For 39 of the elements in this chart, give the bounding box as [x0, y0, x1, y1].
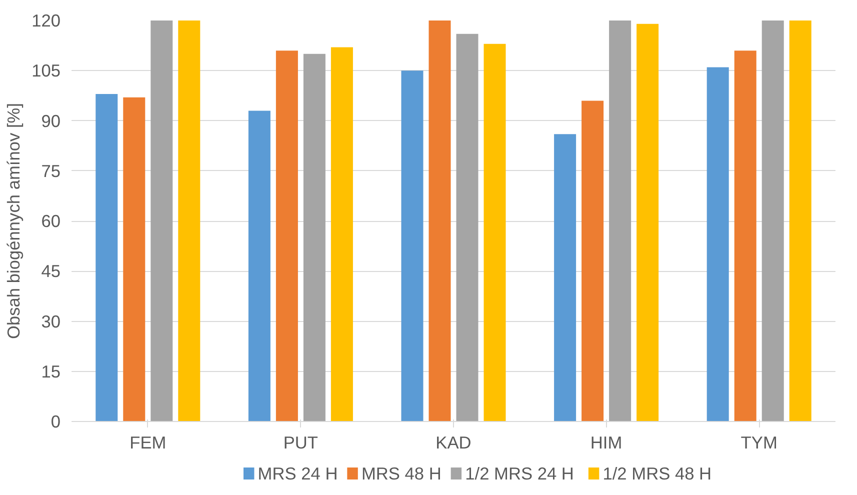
- y-axis-title: Obsah biogénnych amínov [%]: [4, 102, 24, 339]
- y-tick-label: 90: [41, 110, 61, 131]
- bar: [762, 20, 784, 422]
- bar: [123, 97, 146, 422]
- y-tick-label: 60: [41, 211, 61, 231]
- bar: [484, 44, 506, 422]
- bar: [706, 67, 729, 422]
- bar: [248, 110, 270, 422]
- bar: [456, 34, 478, 422]
- bar: [636, 24, 659, 422]
- y-tick-label: 120: [32, 10, 61, 30]
- bar: [582, 100, 604, 422]
- y-tick-label: 45: [41, 261, 61, 282]
- legend-label: MRS 24 H: [258, 464, 338, 484]
- y-tick-label: 30: [41, 311, 61, 332]
- y-tick-label: 75: [41, 160, 61, 181]
- bar: [96, 94, 118, 422]
- bar: [330, 47, 353, 422]
- x-tick-label: HIM: [590, 432, 622, 452]
- x-tick-label: PUT: [283, 432, 318, 452]
- bar: [178, 20, 200, 422]
- x-tick-label: TYM: [740, 432, 778, 452]
- bar: [789, 20, 812, 422]
- x-tick-label: FEM: [130, 432, 166, 452]
- bar: [428, 20, 451, 422]
- bar: [609, 20, 632, 422]
- bar: [276, 50, 298, 422]
- y-tick-label: 0: [50, 412, 61, 432]
- bar: [401, 70, 424, 422]
- x-tick-label: KAD: [436, 432, 472, 452]
- bar: [554, 134, 576, 422]
- y-tick-label: 105: [32, 60, 61, 81]
- legend-label: MRS 48 H: [361, 464, 442, 484]
- legend-label: 1/2 MRS 24 H: [465, 464, 574, 484]
- legend-label: 1/2 MRS 48 H: [602, 464, 712, 484]
- bar: [303, 54, 326, 422]
- y-tick-label: 15: [41, 361, 61, 382]
- bar: [734, 50, 756, 422]
- bar: [150, 20, 173, 422]
